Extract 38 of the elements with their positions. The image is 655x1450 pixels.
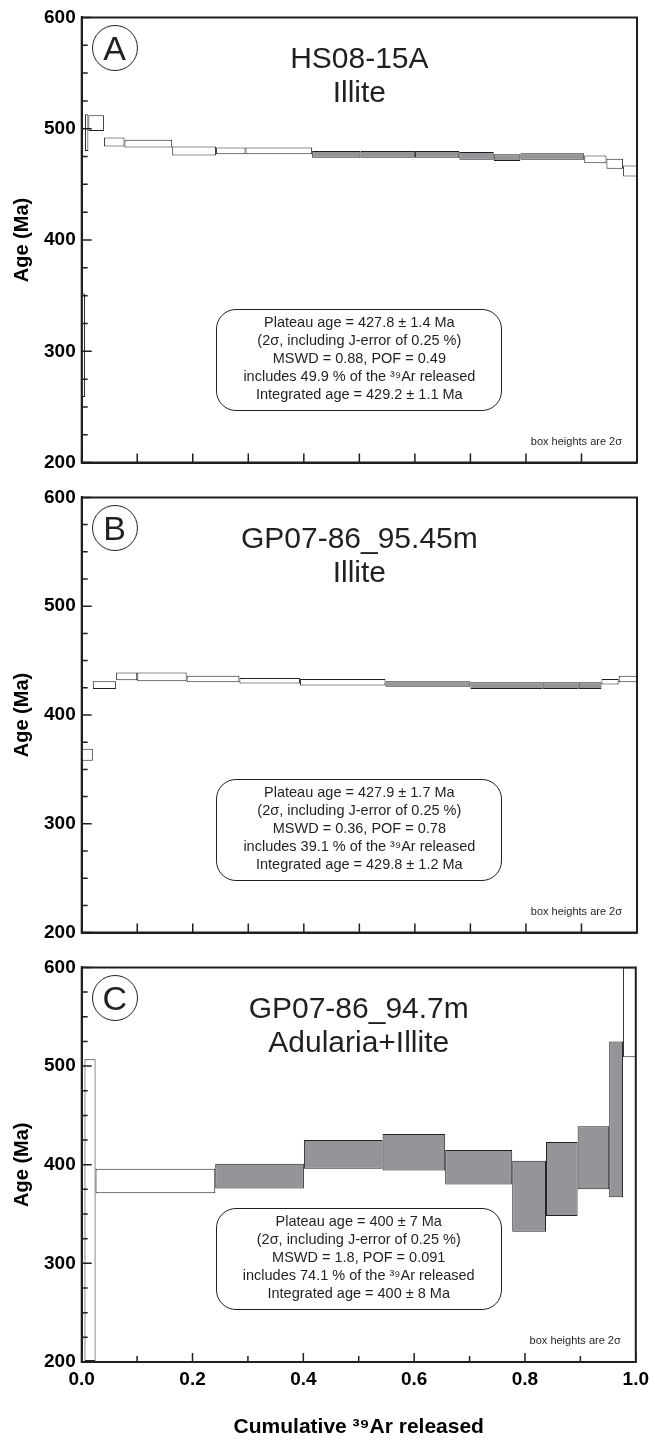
y-tick-label: 300 — [44, 339, 76, 361]
annotation: box heights are 2σ — [529, 904, 622, 918]
annotation: A — [102, 29, 128, 68]
y-tick-label: 500 — [44, 116, 76, 138]
y-tick-label: 600 — [44, 485, 76, 507]
y-tick-label: 500 — [44, 594, 76, 616]
text: Illite — [331, 555, 387, 590]
x-tick-label: 0.8 — [511, 1367, 539, 1389]
y-tick-label: 300 — [44, 1251, 76, 1273]
text: Illite — [331, 75, 387, 110]
text: HS08-15A — [289, 41, 430, 76]
y-tick-label: 300 — [44, 812, 76, 834]
y-axis-title: Age (Ma) — [9, 1122, 32, 1207]
y-tick-label: 400 — [44, 228, 76, 250]
text: GP07-86_94.7m — [247, 991, 470, 1026]
annotation: Plateau age = 427.9 ± 1.7 Ma (2σ, including J-error of 0.25 %) MSWD = 0.36, POF = 0.78 includes 39.1 % of the ³⁹Ar released Integrated age = 429.8 ± 1.2 Ma — [242, 782, 477, 873]
y-axis-title: Age (Ma) — [9, 672, 32, 758]
y-tick-label: 400 — [44, 703, 76, 725]
x-tick-label: 0.6 — [400, 1367, 428, 1389]
y-tick-label: 500 — [44, 1054, 76, 1076]
y-tick-label: 600 — [44, 955, 76, 977]
y-tick-label: 200 — [44, 450, 76, 472]
y-tick-label: 400 — [44, 1152, 76, 1174]
annotation: B — [102, 509, 128, 548]
annotation: C — [101, 979, 128, 1018]
annotation: Plateau age = 400 ± 7 Ma (2σ, including J-error of 0.25 %) MSWD = 1.8, POF = 0.091 includes 74.1 % of the ³⁹Ar released Integrated age = 400 ± 8 Ma — [241, 1212, 476, 1302]
y-tick-label: 200 — [44, 920, 76, 942]
annotation: box heights are 2σ — [528, 1334, 621, 1347]
text: GP07-86_95.45m — [239, 521, 479, 556]
y-tick-label: 600 — [44, 5, 76, 27]
annotation: box heights are 2σ — [529, 434, 622, 448]
y-axis-title: Age (Ma) — [9, 197, 32, 283]
annotation: Plateau age = 427.8 ± 1.4 Ma (2σ, including J-error of 0.25 %) MSWD = 0.88, POF = 0.49 includes 49.9 % of the ³⁹Ar released Integrated age = 429.2 ± 1.1 Ma — [242, 312, 477, 403]
x-tick-label: 0.2 — [179, 1367, 206, 1389]
x-axis-title: Cumulative ³⁹Ar released — [233, 1414, 484, 1438]
text: Adularia+Illite — [267, 1025, 451, 1060]
x-tick-label: 1.0 — [622, 1367, 649, 1389]
x-tick-label: 0.4 — [290, 1367, 317, 1389]
